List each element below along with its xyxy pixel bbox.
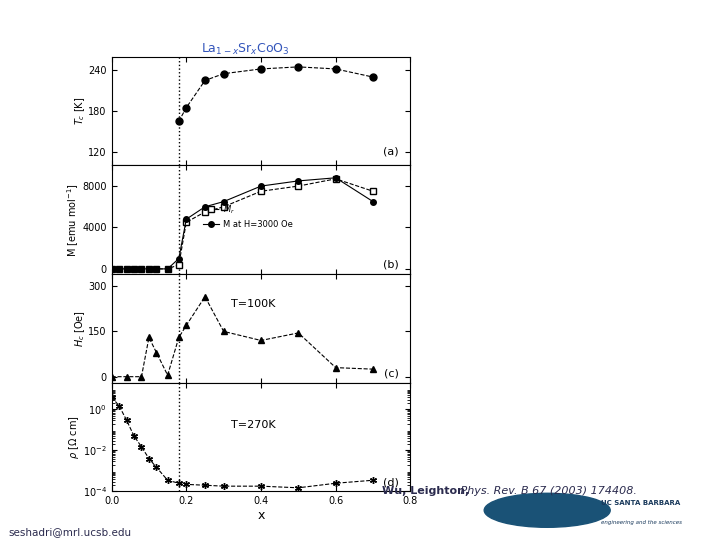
Text: Wu, Leighton,: Wu, Leighton, xyxy=(382,485,469,496)
Y-axis label: $T_c$ [K]: $T_c$ [K] xyxy=(73,97,87,125)
M at H=3000 Oe xyxy=(122,266,131,272)
$M_r$ xyxy=(331,176,340,182)
$M_r$ xyxy=(107,266,116,272)
Text: Percolation ?: Percolation ? xyxy=(9,15,131,32)
$M_r$ xyxy=(182,219,191,226)
Line: $M_r$: $M_r$ xyxy=(109,176,376,272)
M at H=3000 Oe xyxy=(294,178,302,184)
M at H=3000 Oe xyxy=(107,266,116,272)
$M_r$ xyxy=(256,188,265,194)
Y-axis label: M [emu mol$^{-1}$]: M [emu mol$^{-1}$] xyxy=(66,183,81,256)
$M_r$ xyxy=(122,266,131,272)
M at H=3000 Oe xyxy=(201,204,210,210)
Y-axis label: $\rho$ [$\Omega$ cm]: $\rho$ [$\Omega$ cm] xyxy=(67,415,81,459)
M at H=3000 Oe xyxy=(369,198,377,205)
M at H=3000 Oe xyxy=(256,183,265,190)
$M_r$ xyxy=(152,266,161,272)
Text: Phys. Rev. B 67 (2003) 174408.: Phys. Rev. B 67 (2003) 174408. xyxy=(457,485,637,496)
M at H=3000 Oe xyxy=(130,266,138,272)
M at H=3000 Oe xyxy=(182,216,191,222)
Text: La$_{1-x}$Sr$_x$CoO$_3$: La$_{1-x}$Sr$_x$CoO$_3$ xyxy=(201,42,289,57)
Text: (b): (b) xyxy=(383,260,398,269)
M at H=3000 Oe xyxy=(137,266,145,272)
M at H=3000 Oe xyxy=(114,266,123,272)
Text: (d): (d) xyxy=(382,477,398,487)
M at H=3000 Oe xyxy=(152,266,161,272)
Line: M at H=3000 Oe: M at H=3000 Oe xyxy=(109,175,376,272)
X-axis label: x: x xyxy=(257,509,265,522)
$M_r$ xyxy=(145,266,153,272)
M at H=3000 Oe xyxy=(163,266,172,272)
$M_r$ xyxy=(369,188,377,194)
Circle shape xyxy=(485,494,611,527)
Text: UC SANTA BARBARA: UC SANTA BARBARA xyxy=(601,500,680,506)
M at H=3000 Oe xyxy=(174,255,183,262)
$M_r$ xyxy=(201,208,210,215)
$M_r$ xyxy=(174,261,183,268)
Legend: $M_r$, M at H=3000 Oe: $M_r$, M at H=3000 Oe xyxy=(199,200,296,232)
M at H=3000 Oe xyxy=(220,198,228,205)
$M_r$ xyxy=(114,266,123,272)
Text: seshadri@mrl.ucsb.edu: seshadri@mrl.ucsb.edu xyxy=(9,527,132,537)
M at H=3000 Oe xyxy=(145,266,153,272)
Y-axis label: $H_c$ [Oe]: $H_c$ [Oe] xyxy=(73,310,87,347)
Text: (a): (a) xyxy=(383,147,398,157)
Text: T=270K: T=270K xyxy=(231,420,276,430)
$M_r$ xyxy=(130,266,138,272)
$M_r$ xyxy=(220,204,228,210)
$M_r$ xyxy=(294,183,302,190)
$M_r$ xyxy=(163,266,172,272)
$M_r$ xyxy=(137,266,145,272)
Text: T=100K: T=100K xyxy=(231,299,276,309)
Text: engineering and the sciences: engineering and the sciences xyxy=(601,520,683,525)
M at H=3000 Oe xyxy=(331,174,340,181)
Text: (c): (c) xyxy=(384,368,398,379)
